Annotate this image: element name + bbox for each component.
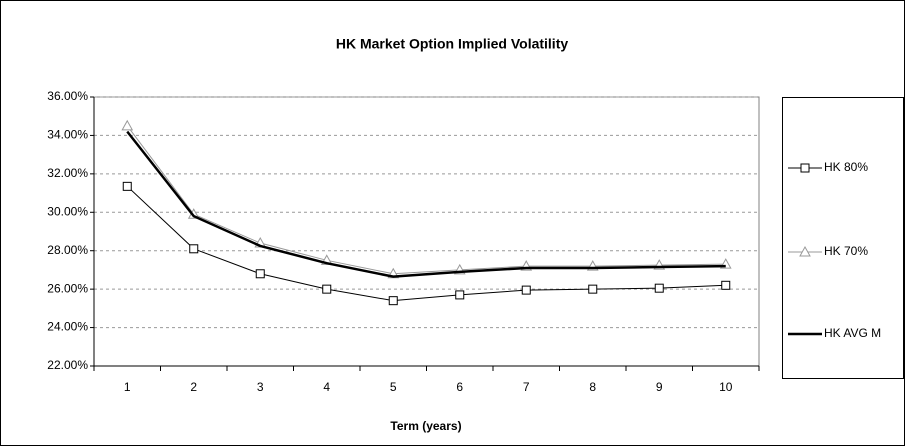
y-tick-label: 22.00% — [47, 358, 88, 372]
y-tick-label: 26.00% — [47, 281, 88, 295]
x-tick-label: 7 — [523, 380, 530, 394]
data-point — [588, 284, 598, 294]
series-line — [126, 130, 726, 278]
legend-label: HK 80% — [824, 160, 868, 174]
chart-title: HK Market Option Implied Volatility — [336, 36, 569, 52]
series-line — [126, 125, 726, 275]
data-point — [521, 285, 531, 295]
x-tick-label: 2 — [190, 380, 197, 394]
data-point — [455, 290, 465, 300]
y-tick-label: 30.00% — [47, 204, 88, 218]
x-tick-label: 10 — [719, 380, 733, 394]
x-axis-label: Term (years) — [390, 419, 461, 433]
x-tick-label: 9 — [656, 380, 663, 394]
x-tick-label: 3 — [257, 380, 264, 394]
y-tick-label: 34.00% — [47, 128, 88, 142]
x-tick-label: 4 — [323, 380, 330, 394]
y-tick-label: 36.00% — [47, 89, 88, 103]
y-tick-label: 28.00% — [47, 243, 88, 257]
x-tick-label: 8 — [589, 380, 596, 394]
x-tick-label: 1 — [124, 380, 131, 394]
legend-label: HK AVG M — [824, 326, 881, 340]
legend-marker — [799, 245, 811, 257]
data-point — [388, 296, 398, 306]
x-tick-label: 5 — [390, 380, 397, 394]
legend-label: HK 70% — [824, 244, 868, 258]
data-point — [121, 119, 134, 131]
y-tick-label: 32.00% — [47, 166, 88, 180]
data-point — [322, 284, 332, 294]
data-point — [654, 283, 664, 293]
plot-area — [93, 96, 760, 367]
data-point — [122, 181, 132, 191]
x-tick-label: 6 — [456, 380, 463, 394]
series-line — [126, 185, 726, 302]
data-point — [189, 244, 199, 254]
y-tick-label: 24.00% — [47, 320, 88, 334]
data-point — [721, 280, 731, 290]
data-point — [255, 269, 265, 279]
legend-marker — [800, 163, 810, 173]
legend-box — [782, 97, 904, 379]
